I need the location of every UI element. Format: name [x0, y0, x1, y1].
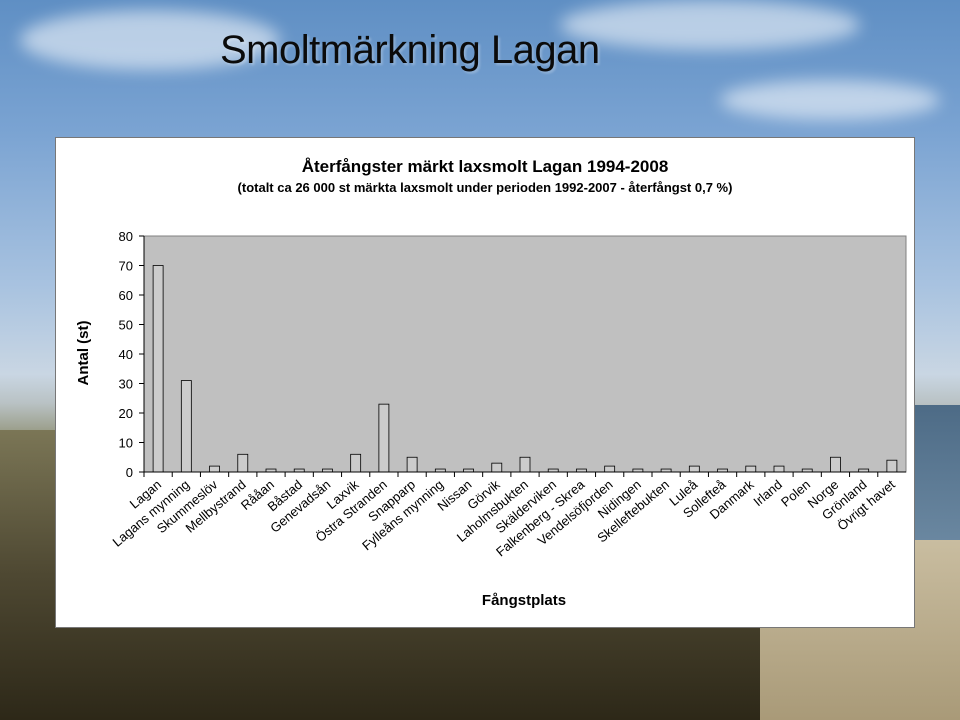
y-tick-label: 50: [119, 318, 133, 333]
bar: [350, 453, 362, 473]
bar: [491, 462, 503, 473]
chart-panel: Återfångster märkt laxsmolt Lagan 1994-2…: [55, 137, 915, 628]
bar: [406, 456, 418, 473]
y-tick-label: 10: [119, 436, 133, 451]
plot-area: [143, 235, 907, 473]
background-cloud: [560, 0, 860, 50]
bar: [209, 465, 220, 473]
chart-title: Återfångster märkt laxsmolt Lagan 1994-2…: [302, 157, 669, 176]
bar: [688, 465, 700, 473]
y-axis-label: Antal (st): [75, 321, 92, 386]
bar: [745, 465, 757, 473]
y-tick-label: 30: [119, 377, 133, 392]
background-cloud: [720, 80, 940, 120]
bar: [180, 380, 192, 473]
y-tick-label: 40: [119, 347, 133, 362]
slide-title: Smoltmärkning Lagan: [220, 28, 600, 72]
category-label: Irland: [750, 477, 785, 509]
x-axis-label: Fångstplats: [482, 592, 566, 609]
y-tick-label: 80: [119, 229, 133, 244]
bar: [237, 453, 249, 473]
bar: [886, 459, 898, 473]
background-cloud: [20, 10, 280, 70]
bar: [830, 456, 841, 473]
bar: [152, 265, 164, 473]
y-axis: 0 10 20 30 40 50 60 70 80: [119, 229, 145, 480]
bar: [604, 465, 616, 473]
y-tick-label: 70: [119, 259, 133, 274]
y-tick-label: 60: [119, 288, 133, 303]
chart-subtitle: (totalt ca 26 000 st märkta laxsmolt und…: [238, 180, 733, 195]
bar-series: [152, 265, 898, 473]
bar: [378, 403, 390, 473]
bar: [773, 465, 785, 473]
bar: [519, 456, 531, 473]
bar-chart: Återfångster märkt laxsmolt Lagan 1994-2…: [75, 157, 907, 609]
y-tick-label: 20: [119, 406, 133, 421]
y-tick-label: 0: [126, 465, 133, 480]
